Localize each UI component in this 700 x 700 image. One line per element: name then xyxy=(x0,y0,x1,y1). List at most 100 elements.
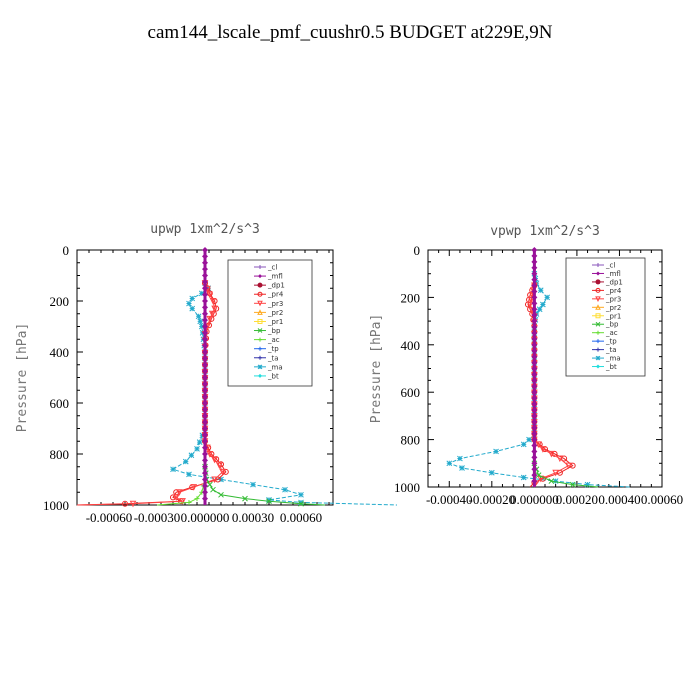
data-point xyxy=(531,258,538,265)
data-point xyxy=(206,451,214,458)
data-point xyxy=(211,476,218,484)
data-point xyxy=(202,298,208,304)
data-point xyxy=(202,291,208,298)
legend-marker xyxy=(258,265,262,269)
legend-item-pr2: _pr2 xyxy=(592,304,621,312)
data-point xyxy=(531,247,538,253)
legend-marker xyxy=(257,309,263,315)
y-tick-label: 800 xyxy=(50,447,70,462)
legend-item-mfl: _mfl xyxy=(592,270,621,278)
legend-label: _mfl xyxy=(267,273,283,281)
legend-label: _bt xyxy=(267,372,279,380)
data-point xyxy=(535,472,542,479)
legend-item-pr2: _pr2 xyxy=(254,309,283,317)
data-point xyxy=(202,431,208,438)
data-point xyxy=(202,463,208,470)
legend-label: _pr3 xyxy=(267,300,283,308)
data-point xyxy=(552,469,559,477)
legend-label: _bp xyxy=(605,321,619,329)
data-point xyxy=(218,476,224,483)
data-point xyxy=(202,361,208,368)
legend-marker xyxy=(257,328,263,333)
legend-marker xyxy=(257,300,263,307)
legend-marker xyxy=(596,339,600,344)
data-point xyxy=(197,318,204,325)
data-point xyxy=(266,498,272,505)
data-point xyxy=(202,495,208,502)
data-point xyxy=(188,452,195,459)
data-point xyxy=(531,300,538,307)
data-point xyxy=(202,329,208,336)
legend-marker xyxy=(595,304,601,310)
data-point xyxy=(531,264,538,271)
figure-title: cam144_lscale_pmf_cuushr0.5 BUDGET at229… xyxy=(147,22,553,43)
legend-item-mfl: _mfl xyxy=(254,273,283,281)
x-tick-label: 0.00020 xyxy=(556,492,598,507)
legend-item-tp: _tp xyxy=(592,338,617,346)
x-tick-label: 0.000000 xyxy=(510,492,559,507)
data-point xyxy=(531,383,538,390)
data-point xyxy=(488,469,495,476)
data-point xyxy=(182,458,189,465)
y-axis-label: Pressure [hPa] xyxy=(15,323,30,433)
data-point xyxy=(202,406,208,413)
legend-label: _pr1 xyxy=(605,312,621,320)
data-point xyxy=(531,460,538,467)
data-point xyxy=(202,374,208,381)
legend-item-bp: _bp xyxy=(592,321,619,329)
y-tick-label: 600 xyxy=(50,396,70,411)
data-point xyxy=(202,380,208,387)
legend-item-pr1: _pr1 xyxy=(592,312,621,320)
data-point xyxy=(531,412,538,419)
legend-marker xyxy=(596,330,600,335)
data-point xyxy=(531,329,538,336)
data-point xyxy=(531,406,538,413)
data-point xyxy=(531,252,538,259)
data-point xyxy=(531,478,538,485)
data-point xyxy=(202,259,208,266)
data-point xyxy=(535,441,542,448)
legend-frame xyxy=(565,257,646,377)
legend-item-ma: _ma xyxy=(592,355,621,363)
x-tick-label: -0.00030 xyxy=(134,510,181,525)
legend: _cl_mfl_dp1_pr4_pr3_pr2_pr1_bp_ac_tp_ta_… xyxy=(565,257,646,377)
data-point xyxy=(531,282,538,289)
data-point xyxy=(189,305,196,312)
legend-label: _pr4 xyxy=(267,291,284,299)
legend-item-pr4: _pr4 xyxy=(254,291,284,299)
legend-item-ac: _ac xyxy=(254,336,280,344)
data-point xyxy=(202,317,208,324)
data-point xyxy=(196,439,203,445)
data-point xyxy=(520,441,527,448)
y-tick-label: 400 xyxy=(50,345,70,360)
legend-label: _dp1 xyxy=(605,278,623,286)
panel-title: vpwp 1xm^2/s^3 xyxy=(490,224,600,239)
x-tick-label: 0.00030 xyxy=(232,510,274,525)
data-point xyxy=(537,287,544,294)
legend-marker xyxy=(595,321,601,327)
legend-item-pr3: _pr3 xyxy=(592,295,621,303)
data-point xyxy=(531,288,538,295)
data-point xyxy=(531,359,538,366)
x-tick-label: 0.00060 xyxy=(641,492,683,507)
legend-label: _cl xyxy=(605,262,615,270)
chart-panel-1: upwp 1xm^2/s^3 Pressure [hPa] 0 200 400 600 80… xyxy=(15,222,398,525)
legend-label: _pr2 xyxy=(267,309,283,317)
data-point xyxy=(179,498,186,505)
series-line xyxy=(527,285,574,488)
data-point xyxy=(211,305,218,313)
data-point xyxy=(457,455,463,462)
legend-frame xyxy=(227,259,313,387)
data-point xyxy=(205,285,212,292)
legend-item-ta: _ta xyxy=(254,354,279,362)
y-tick-label: 1000 xyxy=(43,498,69,513)
legend-marker xyxy=(258,346,262,351)
data-point xyxy=(459,465,465,471)
data-point xyxy=(206,315,214,323)
x-tick-label: 0.000000 xyxy=(181,510,230,525)
data-point xyxy=(531,365,538,372)
data-point xyxy=(531,324,538,331)
data-point xyxy=(298,491,304,498)
data-point xyxy=(206,481,213,488)
y-tick-label: 800 xyxy=(401,433,421,448)
